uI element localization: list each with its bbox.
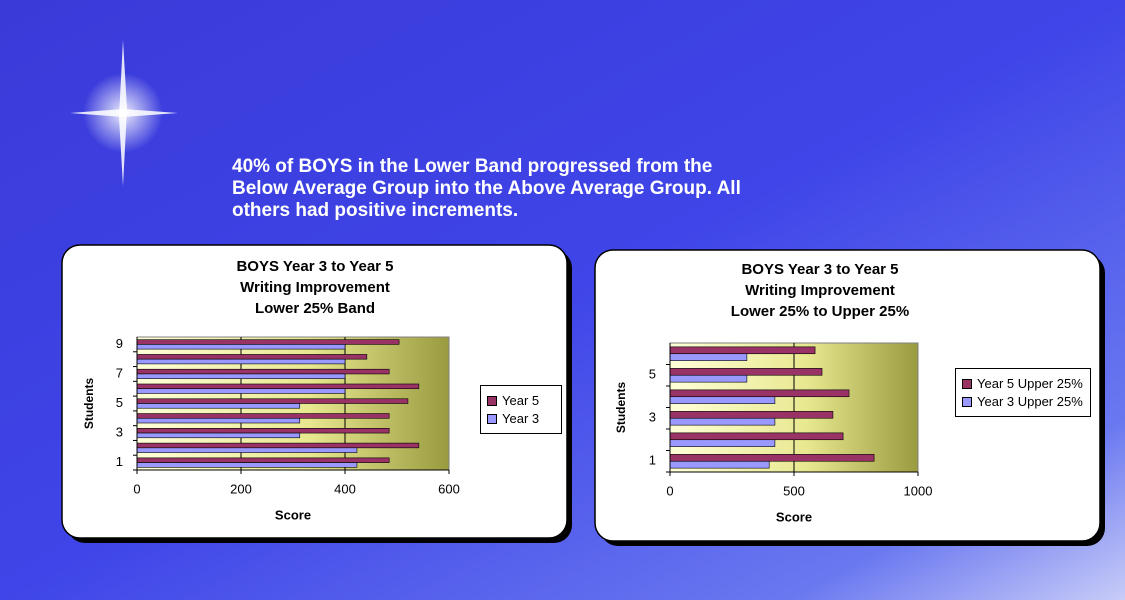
legend: Year 5 Upper 25% Year 3 Upper 25% bbox=[955, 368, 1091, 417]
y-tick-label: 9 bbox=[116, 336, 123, 351]
x-tick-label: 400 bbox=[334, 481, 356, 496]
bar bbox=[669, 417, 776, 426]
chart-title: BOYS Year 3 to Year 5 bbox=[236, 258, 393, 275]
y-tick-label: 5 bbox=[649, 367, 656, 382]
heading-line: others had positive increments. bbox=[232, 200, 519, 221]
heading-line: 40% of BOYS in the Lower Band progressed… bbox=[232, 156, 713, 177]
bar bbox=[669, 389, 850, 398]
bar bbox=[136, 447, 358, 453]
y-tick-label: 7 bbox=[116, 365, 123, 380]
x-tick-label: 0 bbox=[666, 483, 673, 498]
x-axis-label: Score bbox=[776, 509, 812, 524]
bar bbox=[136, 413, 390, 419]
legend-label: Year 3 Upper 25% bbox=[977, 394, 1083, 409]
y-tick-label: 1 bbox=[649, 453, 656, 468]
legend-item: Year 3 Upper 25% bbox=[962, 394, 1084, 409]
bar bbox=[136, 403, 301, 409]
chart-title: Writing Improvement bbox=[240, 279, 390, 296]
bar bbox=[136, 344, 346, 350]
y-tick-label: 1 bbox=[116, 454, 123, 469]
bar bbox=[669, 374, 748, 383]
bar bbox=[136, 428, 390, 434]
bar bbox=[669, 411, 834, 419]
bar bbox=[669, 368, 823, 376]
chart-title: Writing Improvement bbox=[745, 282, 895, 299]
legend-label: Year 5 Upper 25% bbox=[977, 376, 1083, 391]
bar bbox=[669, 454, 875, 462]
bar bbox=[136, 442, 420, 449]
legend-item: Year 5 Upper 25% bbox=[962, 376, 1084, 391]
y-axis-label: Students bbox=[82, 378, 96, 430]
bar bbox=[669, 460, 770, 469]
chart-title: Lower 25% to Upper 25% bbox=[731, 303, 909, 320]
y-axis-label: Students bbox=[614, 382, 628, 434]
bar bbox=[136, 383, 420, 390]
bar bbox=[669, 396, 776, 404]
chart-title: Lower 25% Band bbox=[255, 300, 375, 317]
legend-swatch bbox=[962, 397, 972, 407]
x-tick-label: 200 bbox=[230, 481, 252, 496]
bar bbox=[669, 439, 776, 447]
y-tick-label: 3 bbox=[649, 410, 656, 425]
legend-label: Year 5 bbox=[502, 393, 540, 408]
legend-label: Year 3 bbox=[502, 411, 540, 426]
bar bbox=[136, 462, 358, 468]
y-tick-label: 5 bbox=[116, 395, 123, 410]
legend-item: Year 5 bbox=[487, 393, 555, 408]
bar bbox=[136, 417, 301, 424]
bar bbox=[136, 339, 400, 345]
bar bbox=[669, 432, 844, 441]
bar bbox=[669, 353, 748, 361]
legend-swatch bbox=[962, 379, 972, 389]
y-tick-label: 3 bbox=[116, 424, 123, 439]
bar bbox=[136, 432, 301, 439]
x-axis-label: Score bbox=[275, 507, 311, 522]
legend-item: Year 3 bbox=[487, 411, 555, 426]
heading-line: Below Average Group into the Above Avera… bbox=[232, 178, 741, 199]
x-tick-label: 600 bbox=[438, 481, 460, 496]
legend-swatch bbox=[487, 414, 497, 424]
legend-swatch bbox=[487, 396, 497, 406]
x-tick-label: 1000 bbox=[904, 483, 933, 498]
star bbox=[70, 40, 178, 186]
bar bbox=[136, 398, 409, 404]
bar bbox=[136, 354, 368, 360]
chart-title: BOYS Year 3 to Year 5 bbox=[741, 261, 898, 278]
bar bbox=[136, 388, 346, 394]
bar bbox=[136, 373, 346, 379]
x-tick-label: 0 bbox=[133, 481, 140, 496]
bar bbox=[136, 457, 390, 463]
bar bbox=[136, 368, 390, 375]
x-tick-label: 500 bbox=[783, 483, 805, 498]
heading: 40% of BOYS in the Lower Band progressed… bbox=[232, 156, 741, 222]
legend: Year 5 Year 3 bbox=[480, 385, 562, 434]
bar bbox=[136, 358, 346, 365]
bar bbox=[669, 346, 816, 355]
